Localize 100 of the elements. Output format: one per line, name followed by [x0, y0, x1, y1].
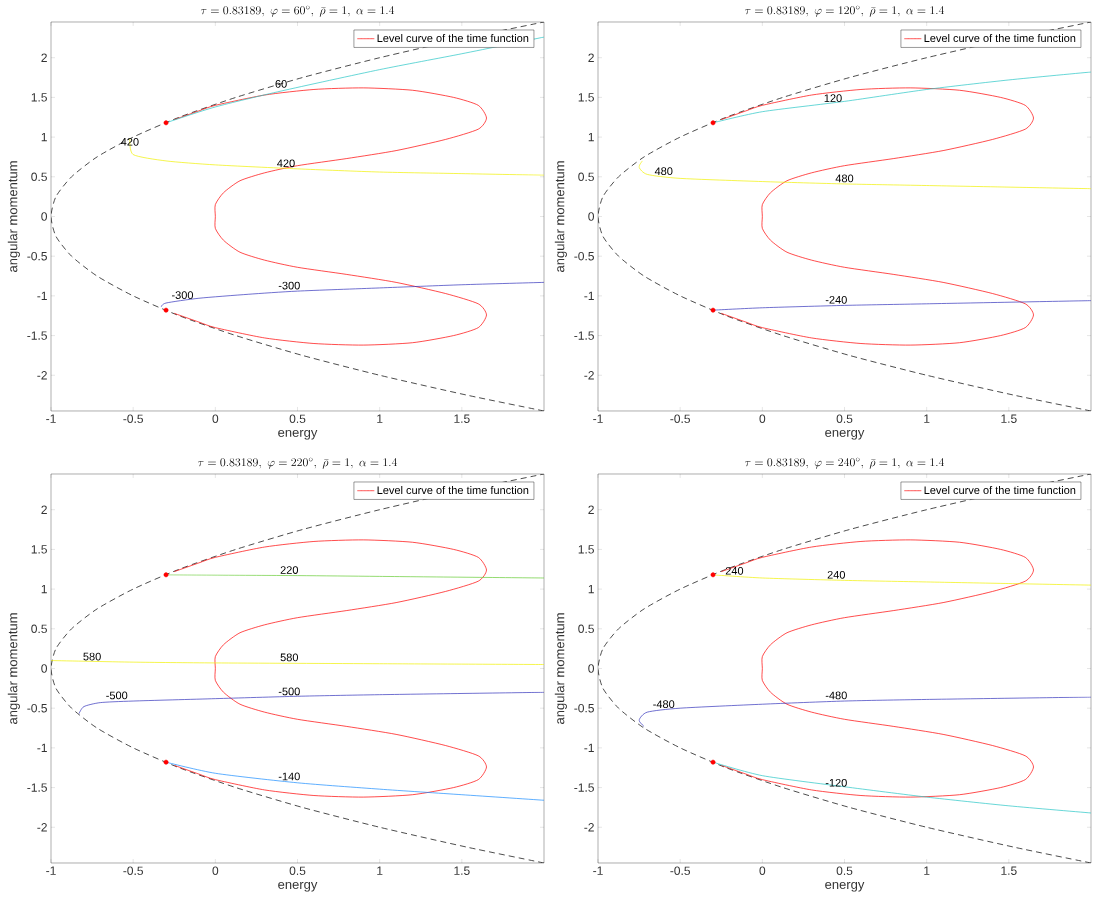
annotation: -140 [278, 772, 300, 781]
chart-title: $\tau = 0.83189,\ \varphi = 240^{\circ},\ \bar{\rho} = 1,\ \alpha = 1.4$ [744, 457, 945, 469]
x-tick-label: 1 [377, 866, 383, 875]
x-tick-label: 0.5 [289, 414, 306, 424]
line-series [51, 473, 544, 863]
y-axis-title: angular momentum [554, 613, 567, 724]
x-tick-label: 0 [212, 414, 219, 424]
y-tick-label: -2 [37, 371, 47, 380]
x-axis-title: energy [825, 429, 865, 440]
chart-title: $\tau = 0.83189,\ \varphi = 60^{\circ},\ \bar{\rho} = 1,\ \alpha = 1.4$ [200, 5, 395, 17]
annotation: -300 [171, 291, 194, 299]
annotation: -500 [106, 691, 128, 700]
y-tick-label: 2 [41, 53, 47, 62]
annotation: 220 [280, 566, 299, 574]
annotation: -120 [825, 778, 847, 787]
x-tick-label: 1.5 [1001, 866, 1017, 875]
y-tick-label: 0 [588, 212, 595, 221]
y-tick-label: -2 [584, 823, 594, 832]
annotation: 480 [654, 167, 673, 176]
legend-label: Level curve of the time function [924, 485, 1076, 495]
annotation: 240 [827, 570, 846, 579]
y-tick-label: 1.5 [578, 93, 594, 102]
x-tick-label: -0.5 [670, 866, 690, 876]
line-series [173, 87, 487, 346]
y-tick-label: -1.5 [27, 783, 47, 792]
y-tick-label: -0.5 [574, 703, 594, 713]
annotation: -500 [278, 687, 300, 696]
y-tick-label: -1 [37, 291, 47, 300]
line-series [51, 21, 544, 411]
y-tick-label: -0.5 [27, 703, 47, 713]
annotation: 580 [280, 653, 299, 662]
y-tick-label: 1 [41, 132, 47, 142]
annotation: -480 [825, 691, 847, 700]
y-tick-label: 0.5 [578, 172, 594, 182]
x-tick-label: 1 [924, 866, 930, 875]
line-series [173, 539, 487, 798]
x-tick-label: 1 [924, 414, 930, 423]
x-tick-label: 1.5 [454, 414, 470, 423]
y-tick-label: -1 [37, 743, 47, 752]
y-tick-label: 1.5 [31, 545, 47, 554]
y-tick-label: 0.5 [31, 624, 47, 634]
x-tick-label: 1.5 [454, 866, 470, 875]
x-tick-label: 1.5 [1001, 414, 1017, 423]
legend-label: Level curve of the time function [377, 485, 529, 495]
y-tick-label: 0 [588, 664, 595, 673]
y-tick-label: -1.5 [27, 331, 47, 340]
y-tick-label: -1 [584, 291, 594, 300]
x-tick-label: 0.5 [289, 866, 306, 876]
annotation: -480 [653, 700, 675, 709]
x-tick-label: -0.5 [123, 414, 143, 424]
y-tick-label: -2 [584, 371, 594, 380]
annotation: 60 [275, 79, 287, 88]
y-tick-label: 2 [588, 505, 594, 514]
x-tick-label: 0 [759, 866, 766, 876]
y-tick-label: 0 [41, 664, 48, 673]
y-tick-label: 1.5 [31, 93, 47, 102]
y-tick-label: 1 [588, 584, 594, 594]
x-tick-label: -0.5 [670, 414, 690, 424]
x-tick-label: 0 [212, 866, 219, 876]
y-axis-title: angular momentum [7, 161, 20, 272]
legend-label: Level curve of the time function [377, 33, 529, 43]
x-tick-label: -0.5 [123, 866, 143, 876]
y-tick-label: 1 [41, 584, 47, 594]
y-axis-title: angular momentum [554, 161, 567, 272]
y-tick-label: -1 [584, 743, 594, 752]
annotation: -240 [825, 295, 847, 304]
annotation: 120 [824, 94, 842, 103]
x-axis-title: energy [278, 429, 318, 440]
y-tick-label: 1.5 [578, 545, 594, 554]
x-tick-label: 0.5 [836, 414, 853, 424]
y-tick-label: 0.5 [578, 624, 594, 634]
y-tick-label: 0 [41, 212, 48, 221]
y-tick-label: -0.5 [574, 251, 594, 261]
chart-title: $\tau = 0.83189,\ \varphi = 120^{\circ},\ \bar{\rho} = 1,\ \alpha = 1.4$ [744, 5, 945, 17]
y-tick-label: 2 [41, 505, 47, 514]
y-tick-label: -2 [37, 823, 47, 832]
x-tick-label: 1 [377, 414, 383, 423]
legend-label: Level curve of the time function [924, 33, 1076, 43]
annotation: 420 [120, 137, 139, 146]
y-tick-label: -1.5 [574, 331, 594, 340]
x-tick-label: 0 [759, 414, 766, 424]
line-series [598, 21, 1091, 411]
y-tick-label: -0.5 [27, 251, 47, 261]
annotation: 240 [725, 566, 744, 575]
line-series [720, 87, 1034, 346]
annotation: 580 [83, 652, 101, 661]
x-axis-title: energy [278, 881, 318, 892]
y-tick-label: 0.5 [31, 172, 47, 182]
y-tick-label: 2 [588, 53, 594, 62]
y-tick-label: 1 [588, 132, 594, 142]
x-axis-title: energy [825, 881, 865, 892]
annotation: 480 [835, 174, 854, 183]
y-tick-label: -1.5 [574, 783, 594, 792]
annotation: 420 [277, 159, 295, 168]
line-series [598, 473, 1091, 863]
line-series [638, 160, 1091, 190]
x-tick-label: 0.5 [836, 866, 853, 876]
chart-title: $\tau = 0.83189,\ \varphi = 220^{\circ},\ \bar{\rho} = 1,\ \alpha = 1.4$ [197, 457, 398, 469]
line-series [720, 539, 1034, 798]
annotation: -300 [278, 281, 300, 290]
